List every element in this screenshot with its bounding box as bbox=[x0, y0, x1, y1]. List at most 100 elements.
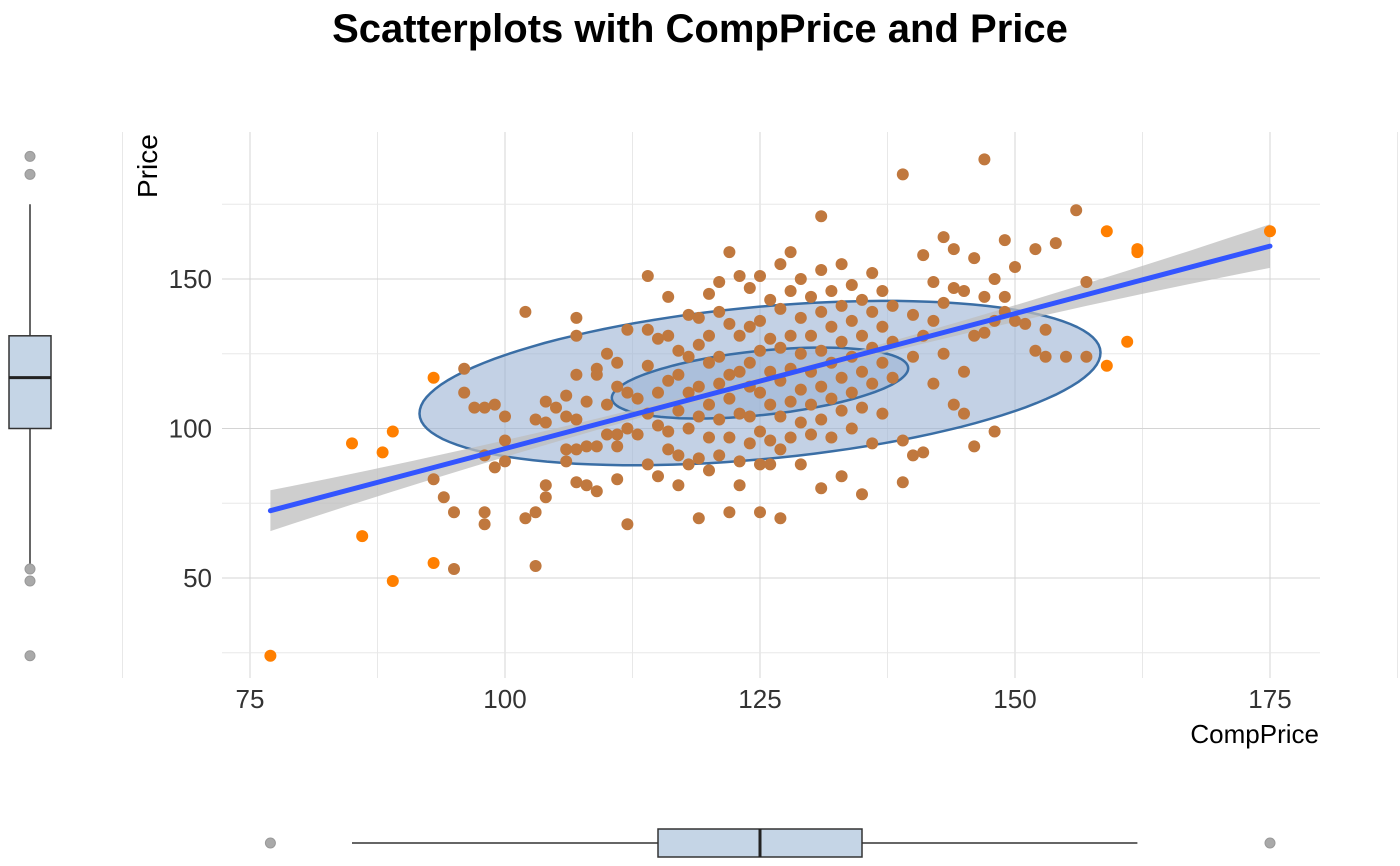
data-point bbox=[1009, 261, 1021, 273]
data-point bbox=[703, 431, 715, 444]
data-point bbox=[427, 371, 440, 384]
data-point bbox=[856, 401, 868, 414]
data-point bbox=[845, 279, 858, 291]
y-box-outlier bbox=[24, 563, 36, 575]
data-point bbox=[784, 285, 797, 297]
data-point bbox=[621, 518, 634, 531]
data-point bbox=[958, 407, 970, 420]
data-point bbox=[968, 329, 981, 342]
data-point bbox=[825, 392, 838, 405]
data-point bbox=[794, 273, 807, 285]
data-point bbox=[560, 455, 573, 468]
data-point bbox=[907, 308, 919, 321]
data-point bbox=[580, 395, 593, 408]
y-box-outlier bbox=[24, 575, 36, 587]
y-box-iqr bbox=[8, 335, 52, 430]
data-point bbox=[713, 413, 726, 426]
data-point bbox=[743, 410, 756, 423]
data-point bbox=[703, 356, 715, 369]
data-point bbox=[723, 368, 736, 381]
y-tick-label: 150 bbox=[169, 264, 212, 294]
data-point bbox=[570, 311, 583, 324]
data-point bbox=[1039, 350, 1052, 363]
data-point bbox=[754, 314, 766, 327]
data-point bbox=[713, 276, 726, 288]
data-point bbox=[805, 428, 817, 441]
data-point bbox=[672, 404, 685, 417]
data-point bbox=[1100, 359, 1113, 372]
data-point bbox=[805, 398, 817, 411]
data-point bbox=[764, 332, 777, 345]
data-point bbox=[652, 470, 664, 483]
data-point bbox=[764, 398, 777, 411]
data-point bbox=[937, 231, 950, 244]
data-point bbox=[448, 563, 460, 575]
data-point bbox=[590, 485, 603, 498]
data-point bbox=[1060, 350, 1072, 363]
data-point bbox=[754, 506, 766, 519]
data-point bbox=[886, 371, 899, 384]
data-point bbox=[947, 243, 960, 256]
data-point bbox=[713, 350, 726, 363]
data-point bbox=[560, 410, 573, 423]
data-point bbox=[1121, 335, 1134, 348]
data-point bbox=[580, 440, 593, 453]
data-point bbox=[611, 356, 624, 369]
data-point bbox=[499, 455, 511, 468]
data-point bbox=[835, 371, 848, 384]
data-point bbox=[682, 458, 695, 471]
data-point bbox=[723, 392, 736, 405]
data-point bbox=[672, 344, 685, 357]
data-point bbox=[764, 293, 777, 306]
x-tick-label: 175 bbox=[1248, 684, 1291, 714]
data-point bbox=[927, 377, 940, 390]
data-point bbox=[662, 443, 675, 456]
data-point bbox=[835, 404, 848, 417]
data-point bbox=[927, 314, 940, 327]
data-point bbox=[621, 386, 634, 399]
data-point bbox=[386, 575, 399, 587]
data-point bbox=[611, 380, 624, 393]
data-point bbox=[733, 479, 746, 492]
data-point bbox=[825, 320, 838, 333]
x-tick-label: 75 bbox=[236, 684, 265, 714]
data-point bbox=[723, 431, 736, 444]
data-point bbox=[539, 491, 552, 504]
data-point bbox=[805, 329, 817, 342]
x-axis-title: CompPrice bbox=[1190, 719, 1319, 749]
data-point bbox=[876, 356, 889, 369]
data-point bbox=[815, 305, 828, 318]
data-point bbox=[866, 305, 879, 318]
data-point bbox=[723, 246, 736, 259]
data-point bbox=[784, 246, 797, 259]
data-point bbox=[794, 458, 807, 471]
x-tick-label: 125 bbox=[738, 684, 781, 714]
data-point bbox=[346, 437, 358, 450]
data-point bbox=[937, 296, 950, 309]
data-point bbox=[519, 512, 532, 525]
data-point bbox=[376, 446, 389, 459]
data-point bbox=[478, 401, 491, 414]
data-point bbox=[774, 302, 787, 315]
data-point bbox=[733, 270, 746, 282]
data-point bbox=[815, 413, 828, 426]
data-point bbox=[743, 356, 756, 369]
data-point bbox=[703, 329, 715, 342]
data-point bbox=[601, 398, 613, 411]
data-point bbox=[539, 479, 552, 492]
data-point bbox=[764, 434, 777, 447]
y-box-outlier bbox=[24, 150, 36, 162]
data-point bbox=[672, 368, 685, 381]
data-point bbox=[1009, 314, 1021, 327]
data-point bbox=[713, 449, 726, 462]
data-point bbox=[529, 413, 542, 426]
data-point bbox=[794, 416, 807, 429]
data-point bbox=[958, 285, 970, 297]
data-point bbox=[866, 267, 879, 279]
data-point bbox=[499, 410, 511, 423]
data-point bbox=[825, 285, 838, 297]
data-point bbox=[611, 473, 624, 486]
data-point bbox=[754, 344, 766, 357]
data-point bbox=[917, 249, 930, 262]
x-tick-label: 150 bbox=[993, 684, 1036, 714]
